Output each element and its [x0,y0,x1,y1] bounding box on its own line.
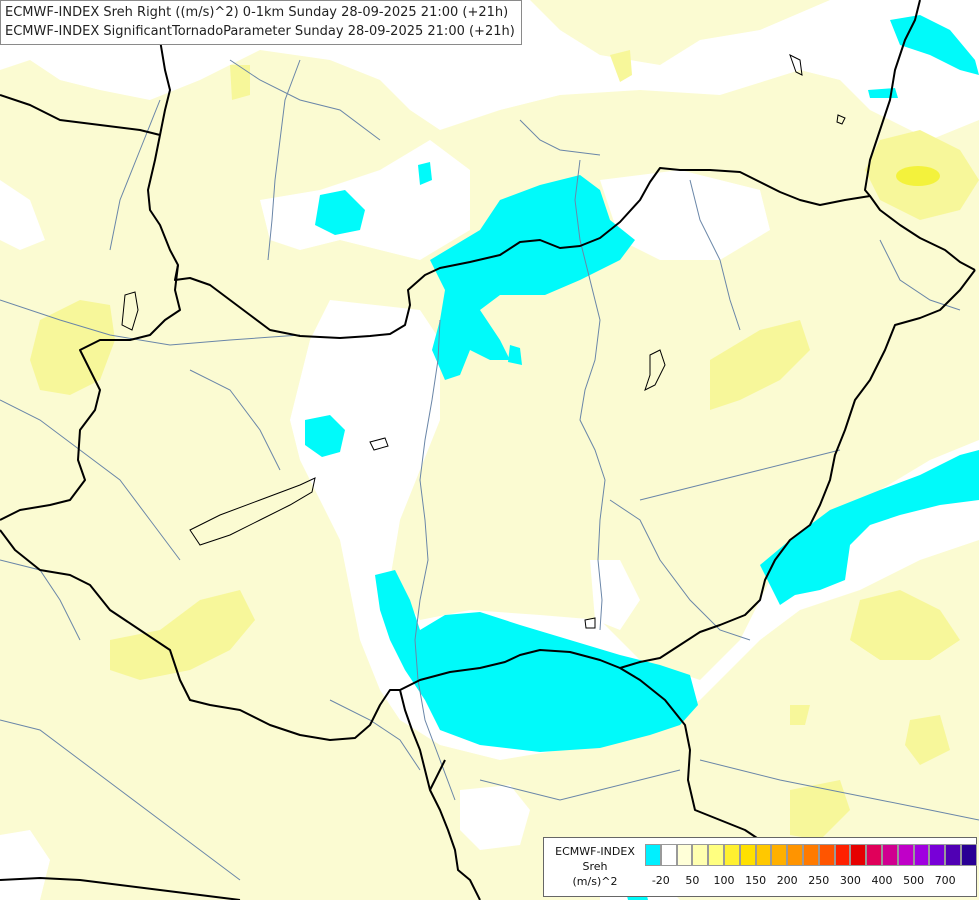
rivers [0,59,979,881]
map-title-box: ECMWF-INDEX Sreh Right ((m/s)^2) 0-1km S… [0,0,522,45]
legend-swatch [787,844,803,866]
lakes [121,53,846,629]
high-value-core [896,166,940,186]
legend-tick-label: 300 [839,874,861,887]
legend-tick-label: 100 [713,874,735,887]
legend-tick-label: -20 [651,874,670,887]
legend-swatch [708,844,724,866]
legend-swatch [771,844,788,866]
legend-swatch [755,844,772,866]
legend-tick-label: 200 [776,874,798,887]
legend-swatch [645,844,661,866]
legend-tick-label: 50 [685,874,700,887]
legend-swatch [929,844,946,866]
legend-swatch [802,844,819,866]
legend-swatch [818,844,835,866]
legend-line-1: ECMWF-INDEX [555,845,635,858]
legend-swatch [660,844,677,866]
legend-line-3: (m/s)^2 [572,875,618,888]
color-legend: ECMWF-INDEX Sreh (m/s)^2 -20 50 100 150 200 2… [543,837,977,897]
legend-line-2: Sreh [582,860,608,873]
negative-value-areas [305,15,979,900]
legend-swatch [739,844,756,866]
map-title-line-1: ECMWF-INDEX Sreh Right ((m/s)^2) 0-1km S… [5,5,509,20]
legend-swatch [881,844,898,866]
legend-swatch [692,844,709,866]
legend-swatch [850,844,867,866]
map-title-line-2: ECMWF-INDEX SignificantTornadoParameter … [5,24,515,39]
legend-tick-label: 500 [903,874,925,887]
legend-swatch [913,844,930,866]
legend-label: ECMWF-INDEX Sreh (m/s)^2 [548,844,642,889]
legend-swatches [645,844,977,866]
legend-swatch [834,844,851,866]
legend-tick-label: 250 [808,874,830,887]
legend-swatch [676,844,693,866]
legend-swatch [960,844,977,866]
legend-swatch [945,844,961,866]
legend-ticks: -20 50 100 150 200 250 300 400 500 700 [645,874,975,890]
legend-tick-label: 400 [871,874,893,887]
legend-swatch [866,844,882,866]
legend-swatch [897,844,914,866]
legend-tick-label: 700 [934,874,956,887]
legend-tick-label: 150 [745,874,767,887]
legend-swatch [723,844,740,866]
